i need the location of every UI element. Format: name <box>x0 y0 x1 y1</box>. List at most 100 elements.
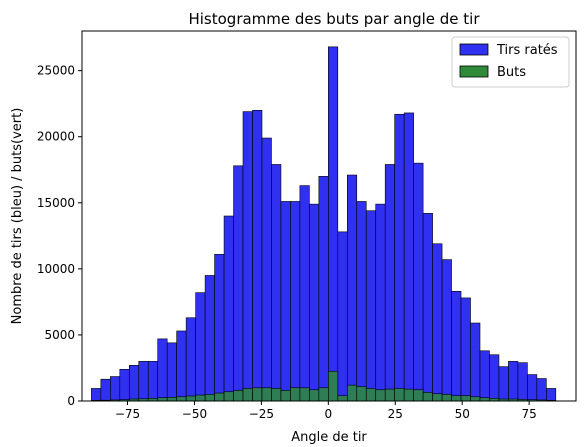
missed-shots-bar-31 <box>384 164 395 402</box>
missed-shots-bar-24 <box>318 176 329 402</box>
missed-shots-bar-11 <box>195 292 206 402</box>
goals-bar-29 <box>365 388 377 402</box>
missed-shots-bar-17 <box>252 109 263 402</box>
missed-shots-bar-20 <box>280 201 291 402</box>
goals-bar-30 <box>375 389 386 402</box>
missed-shots-bar-32 <box>394 113 405 402</box>
missed-shots-bars <box>91 46 557 402</box>
goals-bar-16 <box>242 388 253 402</box>
goals-bar-32 <box>394 388 405 402</box>
y-tick-label: 10000 <box>37 262 75 276</box>
x-axis-label: Angle de tir <box>291 430 367 445</box>
x-tick-label: 50 <box>455 407 470 421</box>
missed-shots-bar-6 <box>147 361 159 402</box>
missed-shots-bar-41 <box>479 350 490 402</box>
missed-shots-bar-39 <box>460 297 471 402</box>
x-tick-label: 75 <box>522 407 537 421</box>
missed-shots-bar-19 <box>271 164 282 402</box>
missed-shots-bar-3 <box>119 368 130 402</box>
missed-shots-bar-33 <box>403 112 414 402</box>
legend-label-missed: Tirs ratés <box>496 43 558 58</box>
goals-bar-35 <box>422 392 433 402</box>
goals-bar-40 <box>470 396 481 402</box>
missed-shots-bar-43 <box>498 366 509 402</box>
y-tick-label: 5000 <box>44 328 75 342</box>
missed-shots-bar-36 <box>432 243 443 402</box>
goals-bar-14 <box>223 391 234 402</box>
y-tick-label: 20000 <box>37 130 75 144</box>
missed-shots-bar-29 <box>365 210 377 402</box>
missed-shots-bar-35 <box>422 213 433 402</box>
missed-shots-bar-9 <box>176 330 187 402</box>
goals-bar-26 <box>337 395 348 402</box>
x-axis-ticks: −75 −50 −25 0 25 50 75 <box>115 401 537 421</box>
y-axis-label: Nombre de tirs (bleu) / buts(vert) <box>10 108 25 325</box>
goals-bar-23 <box>309 389 320 402</box>
goals-bar-28 <box>356 386 367 402</box>
goals-bar-8 <box>166 396 177 402</box>
chart-title: Histogramme des buts par angle de tir <box>188 10 480 28</box>
missed-shots-bar-28 <box>356 201 367 402</box>
goals-bar-20 <box>280 390 291 402</box>
goals-bar-34 <box>413 389 424 402</box>
missed-shots-bar-15 <box>233 165 244 402</box>
goals-bar-21 <box>290 387 301 402</box>
goals-bar-38 <box>451 395 462 402</box>
goals-bar-12 <box>204 394 215 402</box>
x-tick-label: −50 <box>182 407 207 421</box>
goals-bar-11 <box>195 394 206 402</box>
missed-shots-bar-22 <box>299 185 310 402</box>
missed-shots-bar-18 <box>261 137 272 402</box>
missed-shots-bar-13 <box>214 254 225 402</box>
missed-shots-bar-40 <box>470 322 481 402</box>
x-tick-label: −75 <box>115 407 140 421</box>
goals-bar-15 <box>233 390 244 402</box>
goals-bar-19 <box>271 388 282 402</box>
goals-bar-39 <box>460 395 471 402</box>
missed-shots-bar-42 <box>489 354 500 402</box>
goals-bar-18 <box>261 387 272 402</box>
missed-shots-bar-34 <box>413 162 424 402</box>
missed-shots-bar-25 <box>328 46 339 402</box>
x-tick-label: 0 <box>325 407 333 421</box>
missed-shots-bar-14 <box>223 215 234 402</box>
missed-shots-bar-38 <box>451 291 462 402</box>
x-tick-label: 25 <box>388 407 403 421</box>
y-tick-label: 0 <box>67 394 75 408</box>
goals-bar-13 <box>214 392 225 402</box>
goals-bar-17 <box>252 387 263 402</box>
legend-swatch-goals <box>459 65 489 78</box>
missed-shots-bar-16 <box>242 111 253 402</box>
missed-shots-bar-23 <box>309 203 320 402</box>
missed-shots-bar-44 <box>508 361 519 402</box>
goals-bar-27 <box>346 384 358 402</box>
goals-bar-37 <box>441 394 452 402</box>
missed-shots-bar-27 <box>346 174 358 402</box>
legend-label-goals: Buts <box>497 65 526 80</box>
missed-shots-bar-8 <box>166 342 177 402</box>
goals-bar-36 <box>432 393 443 402</box>
legend-swatch-missed <box>459 43 489 56</box>
y-axis-ticks: 0 5000 10000 15000 20000 25000 <box>37 64 82 408</box>
y-tick-label: 25000 <box>37 64 75 78</box>
goals-bars <box>91 370 557 402</box>
goals-bar-24 <box>318 387 329 402</box>
missed-shots-bar-2 <box>110 376 121 402</box>
missed-shots-bar-46 <box>527 374 538 402</box>
goals-bar-31 <box>384 388 395 402</box>
missed-shots-bar-21 <box>290 201 301 402</box>
missed-shots-bar-7 <box>157 338 168 402</box>
y-tick-label: 15000 <box>37 196 75 210</box>
goals-bar-10 <box>185 395 196 402</box>
missed-shots-bar-47 <box>536 378 547 402</box>
missed-shots-bar-1 <box>100 378 111 402</box>
missed-shots-bar-30 <box>375 203 386 402</box>
goals-bar-33 <box>403 388 414 402</box>
goals-bar-9 <box>176 396 187 402</box>
missed-shots-bar-37 <box>441 259 452 402</box>
goals-bar-25 <box>328 370 339 402</box>
goals-bar-22 <box>299 387 310 402</box>
missed-shots-bar-12 <box>204 275 215 402</box>
missed-shots-bar-45 <box>517 362 528 402</box>
